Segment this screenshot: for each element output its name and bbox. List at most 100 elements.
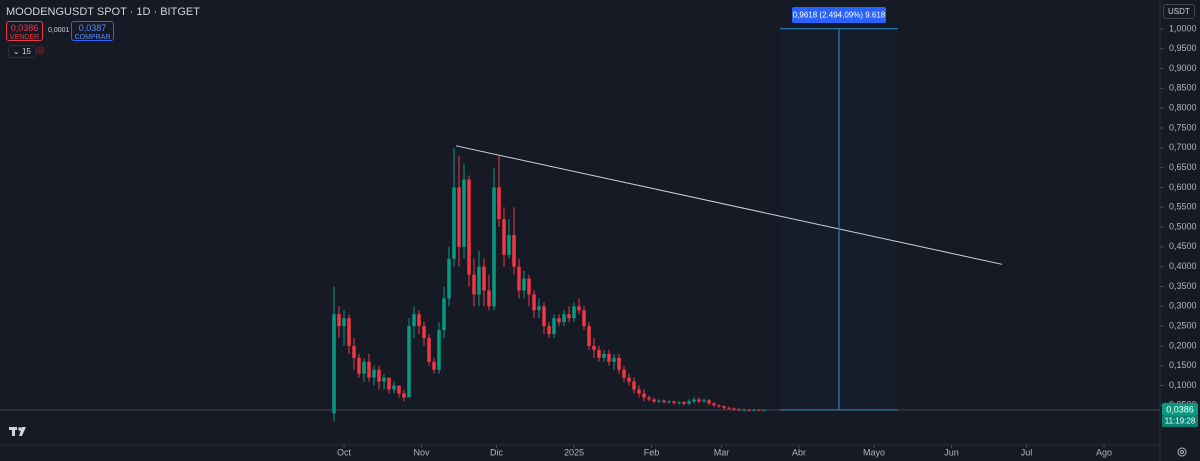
sell-button[interactable]: 0,0386 VENDER (6, 21, 43, 41)
candle-body (397, 385, 401, 394)
candle-body (687, 401, 691, 404)
x-tick-label: Dic (490, 447, 503, 457)
candle-body (452, 187, 456, 259)
candle-body (682, 402, 686, 404)
y-tick-label: 0,2500 (1169, 320, 1197, 330)
candle-body (337, 314, 341, 327)
candle-body (372, 369, 376, 378)
last-price-label: 0,0386 (1166, 404, 1194, 414)
candle-body (652, 399, 656, 402)
x-tick-label: Jun (944, 447, 959, 457)
y-tick-label: 0,6000 (1169, 182, 1197, 192)
candle-body (697, 399, 701, 402)
candle-body (367, 361, 371, 378)
candle-body (347, 318, 351, 346)
candle-body (517, 266, 521, 291)
candle-body (467, 179, 471, 275)
candle-body (482, 266, 486, 291)
y-tick-label: 0,1500 (1169, 360, 1197, 370)
candle-body (497, 187, 501, 220)
candle-body (632, 381, 636, 390)
candle-body (522, 278, 526, 291)
candle-body (427, 338, 431, 362)
candle-body (502, 219, 506, 255)
sell-label: VENDER (9, 34, 40, 41)
last-price-tag (1162, 402, 1198, 416)
candle-body (512, 234, 516, 267)
candle-body (672, 401, 676, 403)
settings-icon[interactable] (1177, 447, 1187, 457)
candle-body (662, 400, 666, 403)
candle-body (732, 408, 736, 410)
y-tick-label: 0,7500 (1169, 122, 1197, 132)
candle-body (737, 409, 741, 411)
candle-body (487, 290, 491, 307)
countdown: 11:19:28 (1165, 417, 1196, 426)
candle-body (642, 393, 646, 398)
candle-body (657, 400, 661, 402)
candle-body (602, 353, 606, 358)
candle-body (362, 361, 366, 374)
candle-body (647, 397, 651, 400)
candle-body (712, 403, 716, 406)
candle-body (547, 326, 551, 335)
y-tick-label: 0,9500 (1169, 43, 1197, 53)
countdown-tag (1162, 415, 1198, 427)
interval-value: 15 (21, 47, 31, 56)
candle-body (417, 314, 421, 327)
candle-body (432, 361, 436, 370)
y-tick-label: 0,5500 (1169, 202, 1197, 212)
candle-body (742, 409, 746, 411)
candle-body (567, 314, 571, 319)
alert-dot[interactable] (36, 46, 45, 55)
measure-label-box (792, 7, 886, 23)
candle-body (622, 369, 626, 378)
interval-badge[interactable]: ⌄ 15 (8, 45, 36, 58)
candle-body (552, 318, 556, 335)
candle-body (612, 357, 616, 362)
y-tick-label: 0,7000 (1169, 142, 1197, 152)
y-tick-label: 0,4000 (1169, 261, 1197, 271)
trend-line (455, 145, 1003, 265)
x-tick-label: Oct (337, 447, 352, 457)
candle-body (412, 314, 416, 327)
candle-body (572, 306, 576, 319)
spread: 0,0001 (48, 27, 70, 34)
measure-label: 0,9618 (2.494,09%) 9.618 (793, 11, 886, 20)
candle-body (592, 345, 596, 350)
y-tick-label: 0,3000 (1169, 301, 1197, 311)
candle-body (717, 405, 721, 407)
candle-body (582, 310, 586, 327)
candle-body (562, 314, 566, 323)
candle-body (477, 266, 481, 295)
candle-body (357, 357, 361, 374)
candle-body (597, 349, 601, 358)
candle-body (352, 345, 356, 358)
candle-body (462, 179, 466, 247)
y-tick-label: 0,6500 (1169, 162, 1197, 172)
candle-body (722, 406, 726, 408)
candle-body (627, 377, 631, 382)
currency-button[interactable]: USDT (1163, 4, 1195, 19)
candle-body (577, 306, 581, 311)
buy-label: COMPRAR (74, 34, 111, 41)
y-tick-label: 0,2000 (1169, 340, 1197, 350)
candle-body (437, 330, 441, 370)
x-tick-label: Abr (792, 447, 806, 457)
candle-body (707, 400, 711, 404)
candle-body (542, 306, 546, 327)
candle-body (447, 258, 451, 299)
candle-body (587, 326, 591, 346)
candle-body (537, 306, 541, 311)
candle-body (492, 187, 496, 307)
x-tick-label: Jul (1021, 447, 1033, 457)
y-tick-label: 0,3500 (1169, 281, 1197, 291)
y-tick-label: 0,1000 (1169, 380, 1197, 390)
candle-body (342, 318, 346, 327)
candle-body (747, 409, 751, 411)
candle-body (702, 400, 706, 402)
buy-button[interactable]: 0,0387 COMPRAR (71, 21, 114, 41)
candle-body (762, 409, 766, 411)
